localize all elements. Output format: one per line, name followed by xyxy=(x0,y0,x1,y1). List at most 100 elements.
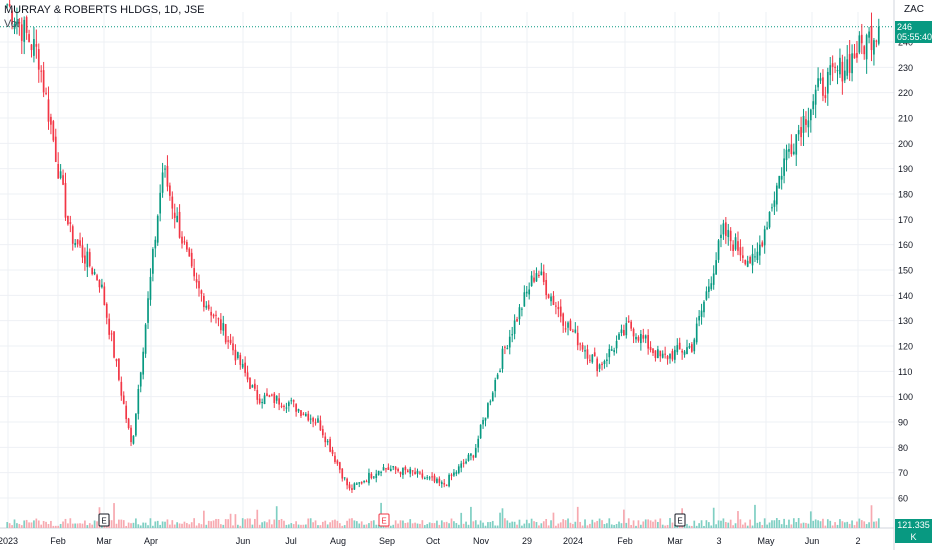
candle-body xyxy=(484,417,487,421)
volume-bar xyxy=(419,523,421,528)
candle-body xyxy=(732,244,734,251)
candle-body xyxy=(224,324,227,343)
candle-body xyxy=(552,295,555,305)
candle-body xyxy=(751,253,754,266)
volume-bar xyxy=(273,519,276,528)
volume-bar xyxy=(504,518,506,528)
candle-body xyxy=(222,323,225,331)
volume-bar xyxy=(406,522,409,528)
candle-body xyxy=(348,484,351,489)
x-tick-label: Mar xyxy=(96,536,112,546)
candle-body xyxy=(511,334,514,336)
volume-bar xyxy=(28,522,30,528)
candle-body xyxy=(669,353,671,359)
candle-body xyxy=(877,26,880,44)
volume-bar xyxy=(829,520,832,528)
volume-bar xyxy=(314,520,317,528)
y-tick-label: 220 xyxy=(898,88,913,98)
volume-bar xyxy=(239,525,242,528)
volume-bar xyxy=(253,518,256,528)
candle-body xyxy=(809,109,812,121)
volume-bar xyxy=(227,519,229,528)
volume-bar xyxy=(317,525,319,528)
candle-body xyxy=(18,22,21,24)
volume-bar xyxy=(596,520,599,528)
volume-bar xyxy=(741,524,744,528)
candle-body xyxy=(256,390,259,400)
volume-bar xyxy=(79,523,81,528)
x-tick-label: 2023 xyxy=(0,536,18,546)
volume-bar xyxy=(800,523,802,528)
volume-bar xyxy=(603,524,606,528)
y-tick-label: 90 xyxy=(898,418,908,428)
candle-body xyxy=(720,234,722,239)
volume-bar xyxy=(589,523,591,528)
candle-body xyxy=(436,478,438,483)
candle-body xyxy=(722,223,725,235)
volume-bar xyxy=(152,525,154,528)
candle-body xyxy=(416,470,419,474)
volume-bar xyxy=(836,524,839,528)
candle-body xyxy=(380,471,382,473)
candle-body xyxy=(428,477,431,479)
volume-bar xyxy=(783,518,785,528)
candle-body xyxy=(805,119,807,125)
x-tick-label: Jun xyxy=(236,536,251,546)
candle-body xyxy=(690,344,693,352)
volume-bar xyxy=(8,523,11,528)
volume-bar xyxy=(700,520,703,528)
volume-bar xyxy=(11,525,13,528)
candle-body xyxy=(671,351,674,360)
candle-body xyxy=(79,240,81,246)
candle-body xyxy=(853,53,856,59)
candle-body xyxy=(538,274,540,277)
volume-bar xyxy=(688,525,691,528)
candle-body xyxy=(183,241,186,243)
volume-bar xyxy=(542,521,545,528)
volume-bar xyxy=(868,522,870,528)
volume-bar xyxy=(207,520,210,528)
candle-body xyxy=(370,473,373,479)
volume-bar xyxy=(839,519,841,528)
candle-body xyxy=(746,260,749,267)
volume-bar xyxy=(746,525,749,528)
y-tick-label: 140 xyxy=(898,291,913,301)
candle-body xyxy=(195,279,198,283)
candle-body xyxy=(593,352,596,357)
candle-body xyxy=(800,127,802,138)
volume-bar xyxy=(768,522,771,528)
candle-body xyxy=(676,345,679,353)
volume-bar xyxy=(620,523,623,528)
volume-bar xyxy=(280,518,283,528)
candle-body xyxy=(176,215,179,223)
candle-body xyxy=(28,34,30,43)
candle-body xyxy=(623,329,625,336)
volume-bar xyxy=(341,525,344,528)
volume-bar xyxy=(756,522,759,528)
candle-body xyxy=(807,120,810,128)
volume-bar xyxy=(176,522,179,528)
volume-bar xyxy=(771,520,773,528)
candle-body xyxy=(251,385,254,388)
candle-body xyxy=(453,472,455,476)
candle-body xyxy=(178,211,181,238)
candle-body xyxy=(351,488,353,490)
volume-bar xyxy=(856,521,858,528)
candle-body xyxy=(358,482,361,484)
candle-body xyxy=(581,344,584,350)
volume-bar xyxy=(329,522,331,528)
candle-body xyxy=(873,40,875,55)
volume-bar xyxy=(16,523,18,528)
candle-body xyxy=(239,355,242,365)
volume-bar xyxy=(496,525,499,528)
candle-body xyxy=(382,467,385,471)
volume-bar xyxy=(569,522,572,528)
volume-label: Vol xyxy=(4,18,20,30)
volume-bar xyxy=(137,524,140,528)
volume-bar xyxy=(389,525,392,528)
volume-bar xyxy=(528,523,531,528)
candle-body xyxy=(215,314,217,316)
volume-bar xyxy=(161,521,164,528)
